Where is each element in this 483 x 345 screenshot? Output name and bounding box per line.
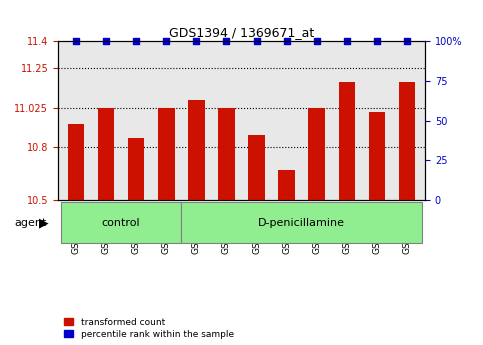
Point (373, 39, 381, 44)
Point (343, 39, 351, 44)
Point (193, 39, 200, 44)
Bar (248, 135, 265, 200)
FancyBboxPatch shape (181, 202, 422, 243)
Bar (158, 108, 174, 200)
Point (132, 39, 140, 44)
Legend: transformed count, percentile rank within the sample: transformed count, percentile rank withi… (62, 316, 235, 341)
Title: GDS1394 / 1369671_at: GDS1394 / 1369671_at (169, 26, 314, 39)
Bar (128, 138, 144, 200)
Text: ▶: ▶ (39, 216, 48, 229)
Point (162, 39, 170, 44)
Text: D-penicillamine: D-penicillamine (258, 218, 345, 227)
FancyBboxPatch shape (61, 202, 181, 243)
Point (403, 39, 411, 44)
Bar (339, 82, 355, 200)
Bar (218, 108, 235, 200)
Point (72, 39, 80, 44)
Bar (278, 170, 295, 200)
Point (253, 39, 260, 44)
Bar (98, 108, 114, 200)
Bar (68, 124, 85, 200)
Bar (398, 82, 415, 200)
Point (313, 39, 321, 44)
Text: agent: agent (14, 218, 47, 227)
Bar (369, 112, 385, 200)
Point (283, 39, 290, 44)
Point (102, 39, 110, 44)
Bar (309, 108, 325, 200)
Bar (188, 100, 205, 200)
Text: control: control (102, 218, 141, 227)
Point (223, 39, 230, 44)
